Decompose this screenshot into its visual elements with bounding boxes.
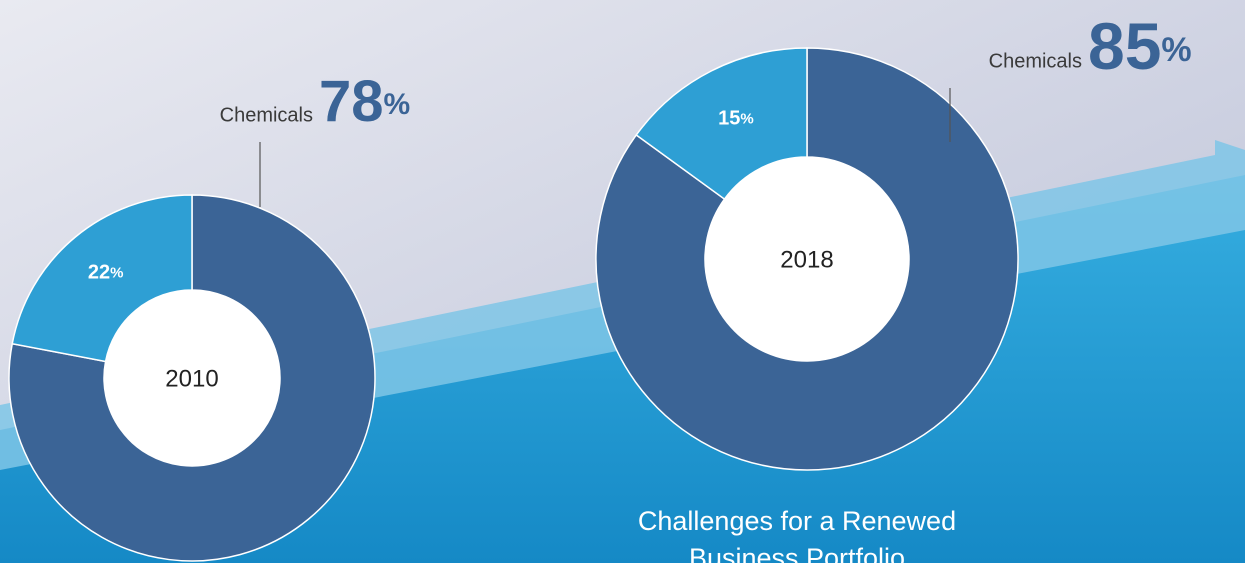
center-label: 2018: [780, 246, 833, 273]
category-label: Chemicals: [220, 104, 313, 126]
value-label: 85%: [1088, 9, 1192, 83]
value-label: 22%: [88, 262, 124, 284]
caption-line: Challenges for a Renewed: [638, 506, 956, 536]
center-label: 2010: [165, 365, 218, 392]
value-label: 78%: [319, 69, 410, 134]
caption-line: Business Portfolio: [689, 543, 905, 563]
donut-hole: [104, 290, 280, 466]
value-label: 15%: [718, 108, 754, 130]
donut-hole: [705, 157, 909, 361]
category-label: Chemicals: [989, 50, 1082, 72]
